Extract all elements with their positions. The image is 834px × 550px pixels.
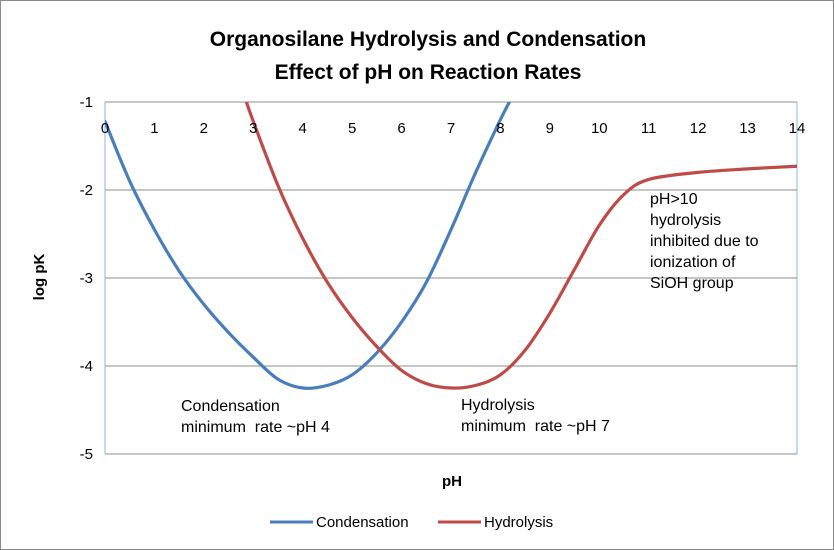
x-tick-label: 3 [249,120,257,137]
annotation-ph10-line-2: hydrolysis [650,212,721,229]
x-tick-label: 0 [101,120,109,137]
x-tick-label: 2 [200,120,208,137]
x-tick-label: 14 [789,120,806,137]
x-tick-label: 9 [546,120,554,137]
y-tick-label: -3 [80,270,93,287]
chart-title-line-1: Organosilane Hydrolysis and Condensation [210,28,646,51]
annotation-condensation-line-2: minimum rate ~pH 4 [181,419,330,436]
x-tick-label: 10 [591,120,608,137]
annotation-hydrolysis: Hydrolysis minimum rate ~pH 7 [461,397,610,435]
x-tick-label: 8 [496,120,504,137]
series-line-hydrolysis [244,102,797,390]
annotation-hydrolysis-line-1: Hydrolysis [461,397,535,414]
x-tick-label: 7 [447,120,455,137]
y-tick-label: -5 [80,446,93,463]
annotation-condensation: Condensation minimum rate ~pH 4 [181,398,330,436]
annotation-ph10-line-4: ionization of [650,254,736,271]
x-tick-label: 13 [739,120,756,137]
annotation-ph10-line-1: pH>10 [650,191,698,208]
chart-title-line-2: Effect of pH on Reaction Rates [275,61,582,84]
x-axis-label: pH [442,473,462,490]
annotation-hydrolysis-line-2: minimum rate ~pH 7 [461,418,610,435]
y-axis-label: log pK [31,254,48,301]
y-tick-label: -2 [80,182,93,199]
annotation-ph10-line-5: SiOH group [650,275,734,292]
legend-label-hydrolysis: Hydrolysis [484,514,553,531]
annotation-condensation-line-1: Condensation [181,398,280,415]
x-tick-label: 4 [299,120,307,137]
series-line-condensation [105,102,512,390]
y-tick-label: -4 [80,358,93,375]
x-tick-label: 1 [150,120,158,137]
x-tick-label: 12 [690,120,707,137]
annotation-ph10: pH>10 hydrolysis inhibited due to ioniza… [650,191,759,292]
x-tick-label: 5 [348,120,356,137]
x-tick-label: 11 [641,120,657,137]
x-tick-label: 6 [397,120,405,137]
legend: Condensation Hydrolysis [270,514,553,531]
annotation-ph10-line-3: inhibited due to [650,233,759,250]
y-tick-label: -1 [80,94,93,111]
legend-label-condensation: Condensation [316,514,409,531]
